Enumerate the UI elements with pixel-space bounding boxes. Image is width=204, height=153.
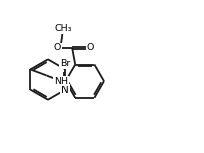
Text: N: N (61, 85, 68, 95)
Text: O: O (86, 43, 93, 52)
Text: Br: Br (60, 59, 70, 68)
Text: O: O (53, 43, 61, 52)
Text: NH: NH (54, 77, 68, 86)
Text: CH₃: CH₃ (54, 24, 72, 34)
